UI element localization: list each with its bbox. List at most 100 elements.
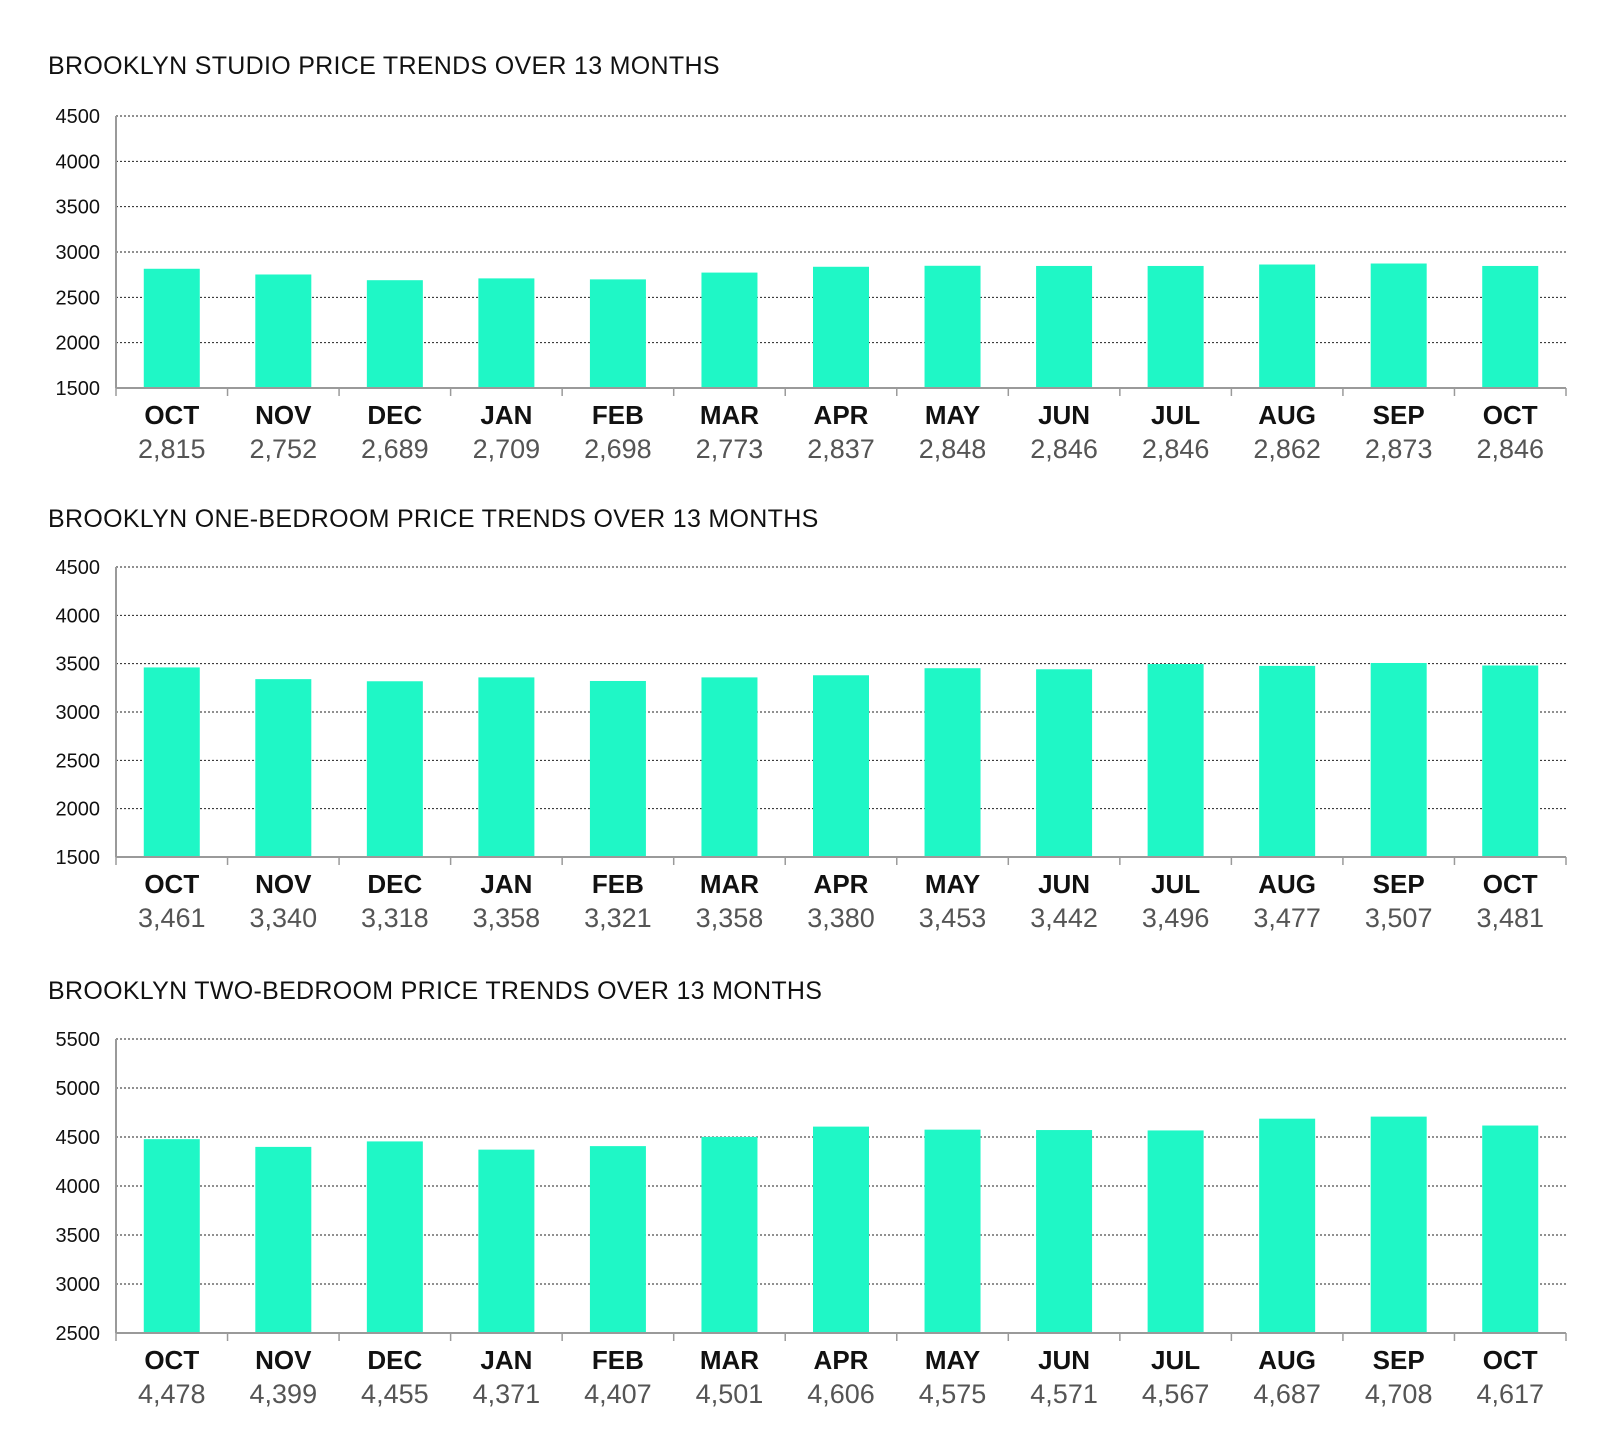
x-tick-label: FEB	[592, 1345, 644, 1375]
bar-aug-11	[1259, 1118, 1316, 1333]
data-label: 4,501	[696, 1379, 764, 1409]
x-tick-label: MAY	[925, 1345, 980, 1375]
x-tick-label: OCT	[1483, 1345, 1538, 1375]
bar-jun-9	[1036, 1130, 1093, 1333]
bar-feb-5	[589, 680, 646, 857]
data-label: 2,698	[584, 434, 652, 464]
x-tick-label: MAR	[700, 1345, 759, 1375]
data-label: 2,689	[361, 434, 429, 464]
data-label: 2,815	[138, 434, 206, 464]
y-tick-label: 4000	[56, 151, 101, 173]
data-label: 4,478	[138, 1379, 206, 1409]
data-label: 4,606	[807, 1379, 875, 1409]
y-tick-label: 1500	[56, 378, 101, 400]
x-tick-label: NOV	[255, 400, 312, 430]
x-tick-label: SEP	[1373, 1345, 1425, 1375]
bar-apr-7	[813, 675, 869, 857]
x-tick-label: SEP	[1373, 869, 1425, 899]
data-label: 2,773	[696, 434, 764, 464]
x-tick-label: AUG	[1258, 869, 1316, 899]
x-tick-label: OCT	[144, 400, 199, 430]
x-tick-label: JAN	[480, 869, 532, 899]
x-tick-label: FEB	[592, 400, 644, 430]
bar-feb-5	[589, 1146, 646, 1333]
y-tick-label: 5000	[56, 1078, 101, 1100]
bar-jul-10	[1147, 664, 1204, 857]
data-label: 2,752	[250, 434, 318, 464]
x-tick-label: AUG	[1258, 400, 1316, 430]
bar-jul-10	[1147, 265, 1204, 388]
bar-may-8	[924, 265, 981, 388]
bar-aug-11	[1259, 665, 1316, 857]
bar-jan-4	[478, 278, 535, 388]
x-tick-label: AUG	[1258, 1345, 1316, 1375]
bar-dec-3	[366, 681, 423, 857]
x-tick-label: MAR	[700, 869, 759, 899]
x-tick-label: JUN	[1038, 869, 1090, 899]
bar-sep-12	[1370, 1116, 1427, 1333]
data-label: 4,407	[584, 1379, 652, 1409]
data-label: 2,873	[1365, 434, 1433, 464]
y-tick-label: 4000	[56, 605, 101, 627]
y-tick-label: 3500	[56, 197, 101, 219]
bar-jun-9	[1036, 265, 1093, 388]
data-label: 3,481	[1476, 903, 1544, 933]
x-tick-label: OCT	[144, 1345, 199, 1375]
data-label: 4,708	[1365, 1379, 1433, 1409]
bar-jun-9	[1036, 669, 1093, 857]
data-label: 2,862	[1253, 434, 1321, 464]
bar-dec-3	[366, 1141, 423, 1333]
data-label: 2,709	[473, 434, 541, 464]
bar-jan-4	[478, 677, 535, 857]
x-tick-label: APR	[814, 400, 869, 430]
data-label: 4,371	[473, 1379, 541, 1409]
x-tick-label: OCT	[1483, 869, 1538, 899]
y-tick-label: 1500	[56, 847, 101, 869]
bar-oct-13	[1482, 265, 1539, 388]
data-label: 3,340	[250, 903, 318, 933]
x-tick-label: JAN	[480, 400, 532, 430]
bar-mar-6	[701, 272, 758, 388]
y-tick-label: 2500	[56, 750, 101, 772]
x-tick-label: OCT	[144, 869, 199, 899]
y-tick-label: 3000	[56, 242, 101, 264]
x-tick-label: NOV	[255, 1345, 312, 1375]
bar-jan-4	[478, 1149, 535, 1333]
x-tick-label: DEC	[367, 869, 422, 899]
data-label: 3,477	[1253, 903, 1321, 933]
x-tick-label: JUN	[1038, 1345, 1090, 1375]
y-tick-label: 3500	[56, 1225, 101, 1247]
data-label: 2,837	[807, 434, 875, 464]
data-label: 4,575	[919, 1379, 987, 1409]
data-label: 2,846	[1030, 434, 1098, 464]
bar-apr-7	[813, 1126, 869, 1333]
x-tick-label: JUL	[1151, 869, 1200, 899]
bar-mar-6	[701, 1136, 758, 1333]
x-tick-label: JAN	[480, 1345, 532, 1375]
y-tick-label: 4500	[56, 1127, 101, 1149]
y-tick-label: 3000	[56, 1274, 101, 1296]
y-tick-label: 3500	[56, 654, 101, 676]
data-label: 4,571	[1030, 1379, 1098, 1409]
chart-title: BROOKLYN TWO-BEDROOM PRICE TRENDS OVER 1…	[48, 977, 822, 1005]
x-tick-label: DEC	[367, 400, 422, 430]
bar-oct-1	[143, 1139, 200, 1333]
x-tick-label: OCT	[1483, 400, 1538, 430]
y-tick-label: 2500	[56, 287, 101, 309]
bar-dec-3	[366, 280, 423, 388]
x-tick-label: JUL	[1151, 400, 1200, 430]
bar-nov-2	[255, 274, 312, 388]
y-tick-label: 4500	[56, 557, 101, 579]
bar-oct-1	[143, 268, 200, 388]
x-tick-label: MAY	[925, 869, 980, 899]
data-label: 3,358	[696, 903, 764, 933]
data-label: 4,687	[1253, 1379, 1321, 1409]
data-label: 4,455	[361, 1379, 429, 1409]
bar-apr-7	[813, 266, 869, 388]
x-tick-label: APR	[814, 869, 869, 899]
data-label: 3,442	[1030, 903, 1098, 933]
data-label: 3,380	[807, 903, 875, 933]
data-label: 3,358	[473, 903, 541, 933]
y-tick-label: 2500	[56, 1323, 101, 1345]
